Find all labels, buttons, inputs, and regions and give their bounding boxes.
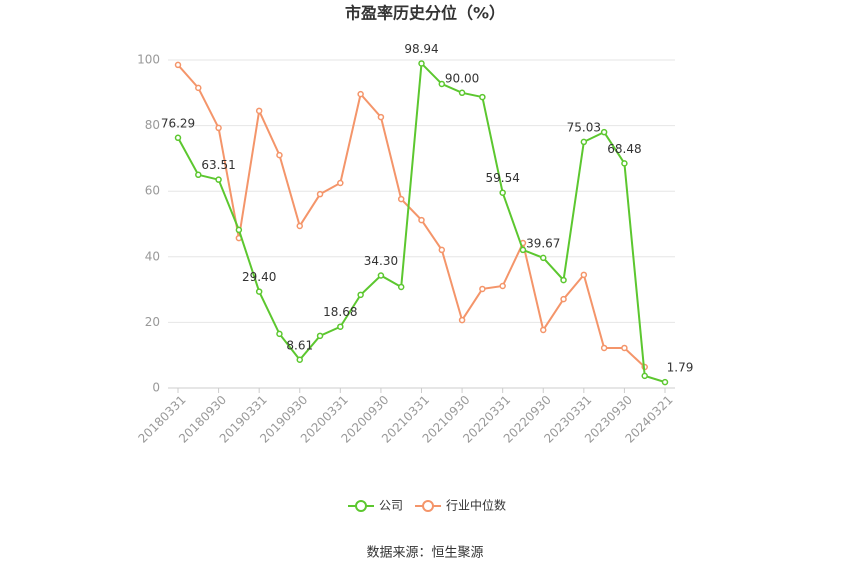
data-point bbox=[438, 246, 446, 254]
y-tick-label: 0 bbox=[152, 381, 160, 395]
data-point bbox=[276, 330, 283, 338]
data-point bbox=[458, 89, 466, 97]
data-point bbox=[174, 134, 182, 142]
data-point bbox=[296, 356, 303, 364]
data-point bbox=[397, 283, 405, 291]
data-point bbox=[540, 254, 547, 262]
y-tick-label: 60 bbox=[145, 184, 160, 198]
data-point bbox=[580, 138, 588, 146]
data-point bbox=[235, 226, 243, 234]
data-point bbox=[641, 372, 648, 380]
data-point bbox=[661, 378, 669, 386]
data-label: 8.61 bbox=[286, 338, 313, 352]
data-point bbox=[357, 291, 364, 299]
data-point bbox=[316, 190, 324, 198]
data-point bbox=[479, 285, 486, 293]
legend-label: 公司 bbox=[379, 499, 403, 513]
data-point bbox=[458, 316, 466, 324]
chart-title: 市盈率历史分位（%） bbox=[345, 4, 505, 23]
data-point bbox=[377, 113, 385, 121]
data-point bbox=[540, 326, 547, 334]
data-label: 59.54 bbox=[485, 171, 519, 185]
data-point bbox=[600, 128, 608, 136]
data-point bbox=[438, 80, 446, 88]
series-line bbox=[177, 64, 646, 368]
y-tick-label: 40 bbox=[145, 249, 160, 263]
data-point bbox=[276, 151, 283, 159]
data-label: 90.00 bbox=[445, 71, 479, 85]
data-point bbox=[397, 195, 405, 203]
source: 数据来源：恒生聚源 bbox=[366, 546, 483, 561]
data-point bbox=[560, 295, 567, 303]
data-point bbox=[195, 171, 202, 179]
legend-marker bbox=[422, 500, 435, 512]
data-point bbox=[499, 282, 506, 290]
data-label: 68.48 bbox=[607, 142, 641, 156]
data-point bbox=[377, 272, 385, 279]
data-point bbox=[296, 222, 303, 230]
data-label: 34.30 bbox=[364, 254, 398, 268]
data-point bbox=[337, 179, 344, 187]
data-label: 76.29 bbox=[161, 116, 195, 130]
data-label: 29.40 bbox=[242, 270, 276, 284]
data-point bbox=[215, 176, 222, 183]
data-point bbox=[357, 90, 364, 98]
data-point bbox=[255, 288, 263, 295]
data-point bbox=[479, 93, 486, 101]
data-point bbox=[600, 344, 608, 352]
data-point bbox=[174, 61, 182, 69]
data-label: 39.67 bbox=[526, 236, 560, 250]
data-point bbox=[215, 124, 222, 132]
data-label: 75.03 bbox=[567, 120, 601, 134]
data-point bbox=[499, 189, 506, 196]
y-tick-label: 80 bbox=[145, 118, 160, 132]
data-label: 18.68 bbox=[323, 305, 357, 319]
data-point bbox=[337, 323, 344, 330]
data-label: 1.79 bbox=[667, 361, 694, 375]
data-point bbox=[621, 344, 628, 352]
legend-marker bbox=[355, 500, 367, 512]
data-point bbox=[316, 332, 324, 340]
data-point bbox=[519, 246, 527, 254]
data-point bbox=[255, 107, 263, 115]
data-label: 63.51 bbox=[201, 158, 235, 172]
legend-label: 行业中位数 bbox=[446, 498, 506, 513]
data-point bbox=[418, 216, 425, 224]
data-label: 98.94 bbox=[404, 42, 438, 56]
data-point bbox=[195, 84, 202, 92]
y-tick-label: 20 bbox=[145, 315, 160, 329]
data-point bbox=[580, 271, 588, 279]
data-point bbox=[418, 60, 425, 67]
data-point bbox=[560, 276, 567, 284]
data-point bbox=[621, 160, 628, 167]
y-tick-label: 100 bbox=[137, 53, 160, 67]
